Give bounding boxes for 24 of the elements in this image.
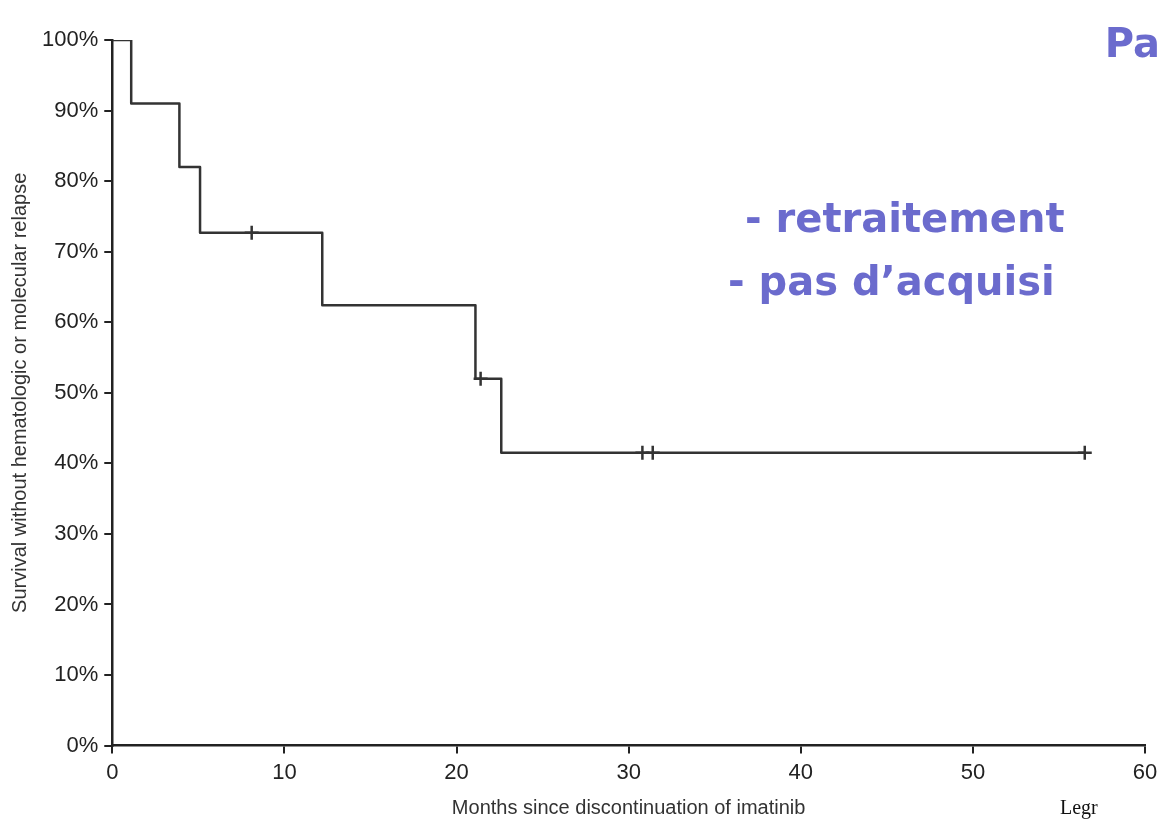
y-tick-label: 100%	[41, 26, 99, 52]
x-tick-label: 30	[616, 758, 641, 784]
x-axis-title: Months since discontinuation of imatinib	[451, 795, 806, 818]
y-tick-label: 80%	[54, 167, 99, 193]
y-axis-title: Survival without hematologic or molecular relapse	[7, 172, 30, 613]
y-tick-label: 40%	[54, 449, 99, 475]
y-tick-label: 0%	[66, 731, 99, 757]
y-tick-label: 60%	[54, 308, 99, 334]
annotation: - retraitement	[745, 195, 1065, 241]
x-tick-label: 50	[960, 758, 986, 784]
x-tick-label: 60	[1132, 758, 1158, 784]
annotation: - pas d’acquisi	[728, 258, 1055, 304]
x-tick-label: 20	[444, 758, 469, 784]
y-tick-label: 30%	[54, 519, 99, 545]
x-tick-label: 10	[272, 758, 297, 784]
y-tick-label: 50%	[54, 378, 99, 404]
x-tick-label: 40	[788, 758, 813, 784]
annotation: Pa	[1104, 20, 1160, 66]
y-tick-label: 20%	[54, 590, 99, 616]
y-tick-label: 70%	[54, 237, 99, 263]
y-tick-label: 10%	[54, 661, 99, 687]
y-tick-label: 90%	[54, 96, 99, 122]
x-tick-label: 0	[106, 758, 119, 784]
text: Legr	[1060, 796, 1098, 819]
